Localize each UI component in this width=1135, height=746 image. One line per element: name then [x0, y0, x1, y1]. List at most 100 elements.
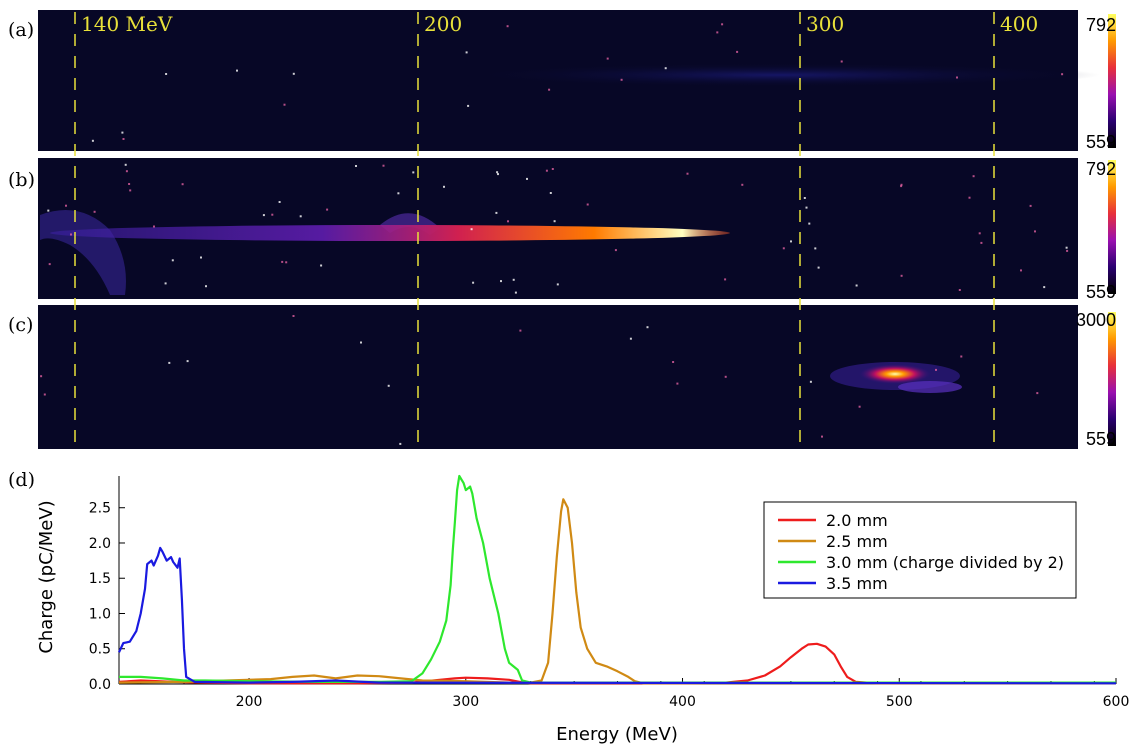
- noise-speck: [128, 183, 131, 185]
- noise-speck: [736, 50, 739, 53]
- noise-speck: [551, 168, 554, 170]
- noise-speck: [283, 103, 286, 106]
- panel-a: (a) 792 559: [8, 10, 1116, 152]
- panel-b-scale-max: 792: [1086, 159, 1116, 179]
- noise-speck: [958, 289, 961, 291]
- noise-speck: [956, 76, 958, 79]
- noise-speck: [495, 211, 498, 214]
- noise-speck: [122, 138, 125, 140]
- panel-c-scale-min: 559: [1086, 429, 1116, 449]
- noise-speck: [724, 375, 727, 378]
- noise-speck: [840, 60, 843, 63]
- noise-speck: [817, 266, 820, 269]
- noise-speck: [620, 78, 623, 81]
- noise-speck: [281, 260, 284, 263]
- noise-speck: [397, 192, 400, 195]
- noise-speck: [805, 206, 808, 209]
- noise-speck: [606, 57, 609, 60]
- series-line-3: [118, 546, 1117, 685]
- noise-speck: [285, 261, 288, 264]
- noise-speck: [676, 382, 679, 385]
- noise-speck: [186, 360, 189, 363]
- marker-label-300: 300: [806, 12, 844, 36]
- noise-speck: [556, 283, 559, 286]
- noise-speck: [512, 278, 515, 281]
- panel-b-colorbar: [1108, 160, 1116, 294]
- noise-speck: [821, 435, 823, 438]
- x-tick-label: 600: [1103, 694, 1130, 710]
- noise-speck: [467, 104, 470, 107]
- noise-speck: [586, 203, 589, 206]
- noise-speck: [168, 361, 171, 364]
- noise-speck: [70, 233, 72, 236]
- panel-c-signal: [859, 364, 931, 384]
- panel-c: (c) 3000 559: [8, 305, 1116, 449]
- noise-speck: [262, 214, 265, 217]
- panel-b: (b) 792 559: [8, 158, 1116, 302]
- noise-speck: [808, 222, 811, 225]
- noise-speck: [236, 69, 238, 72]
- noise-speck: [496, 171, 499, 174]
- noise-speck: [526, 177, 528, 180]
- panel-a-scale-max: 792: [1086, 15, 1116, 35]
- noise-speck: [664, 67, 667, 70]
- noise-speck: [278, 201, 281, 203]
- panel-c-scale-max: 3000: [1076, 310, 1116, 330]
- noise-speck: [65, 204, 67, 207]
- detector-noise: [40, 23, 1069, 445]
- noise-speck: [968, 196, 971, 199]
- noise-speck: [93, 210, 96, 213]
- noise-speck: [960, 355, 963, 358]
- noise-speck: [716, 31, 719, 34]
- energy-marker-labels: 140 MeV 200 300 400: [81, 12, 1038, 36]
- series-line-1: [118, 498, 1116, 685]
- noise-speck: [387, 384, 390, 387]
- noise-speck: [205, 285, 207, 288]
- noise-speck: [549, 192, 552, 194]
- noise-speck: [500, 280, 502, 283]
- noise-speck: [553, 220, 556, 223]
- chart-y-ticks: 0.0 0.5 1.0 1.5 2.0 2.5: [89, 501, 125, 693]
- noise-speck: [814, 247, 817, 250]
- noise-speck: [1036, 392, 1039, 395]
- y-tick-label: 2.5: [89, 501, 111, 517]
- noise-speck: [412, 171, 415, 174]
- noise-speck: [465, 51, 468, 54]
- series-line-0: [118, 642, 1116, 685]
- noise-speck: [646, 326, 649, 329]
- y-tick-label: 0.5: [89, 642, 111, 658]
- noise-speck: [129, 189, 132, 192]
- noise-speck: [1034, 230, 1036, 233]
- energy-marker-lines: [74, 12, 995, 449]
- noise-speck: [121, 131, 124, 134]
- x-tick-label: 400: [669, 694, 696, 710]
- y-tick-label: 1.0: [89, 606, 111, 622]
- noise-speck: [782, 247, 785, 250]
- noise-speck: [382, 164, 385, 167]
- noise-speck: [1043, 286, 1046, 289]
- noise-speck: [355, 165, 357, 167]
- noise-speck: [629, 337, 632, 340]
- noise-speck: [292, 72, 295, 75]
- noise-speck: [1020, 269, 1022, 272]
- noise-speck: [790, 240, 792, 243]
- noise-speck: [545, 169, 548, 172]
- noise-speck: [724, 278, 727, 281]
- noise-speck: [507, 220, 509, 223]
- panel-a-colorbar: [1108, 14, 1116, 148]
- panel-c-signal-tail: [898, 381, 962, 393]
- image-panels: (a) 792 559 (b) 792 559 (c) 3000 559: [8, 10, 1116, 449]
- noise-speck: [43, 393, 46, 396]
- noise-speck: [125, 170, 128, 173]
- noise-speck: [360, 341, 362, 344]
- noise-speck: [472, 281, 475, 284]
- panel-b-scale-min: 559: [1086, 282, 1116, 302]
- noise-speck: [686, 172, 689, 175]
- x-tick-label: 300: [452, 694, 479, 710]
- noise-speck: [803, 197, 806, 199]
- noise-speck: [1061, 73, 1064, 76]
- noise-speck: [165, 73, 168, 75]
- noise-speck: [40, 375, 43, 378]
- panel-b-signal: [50, 225, 730, 241]
